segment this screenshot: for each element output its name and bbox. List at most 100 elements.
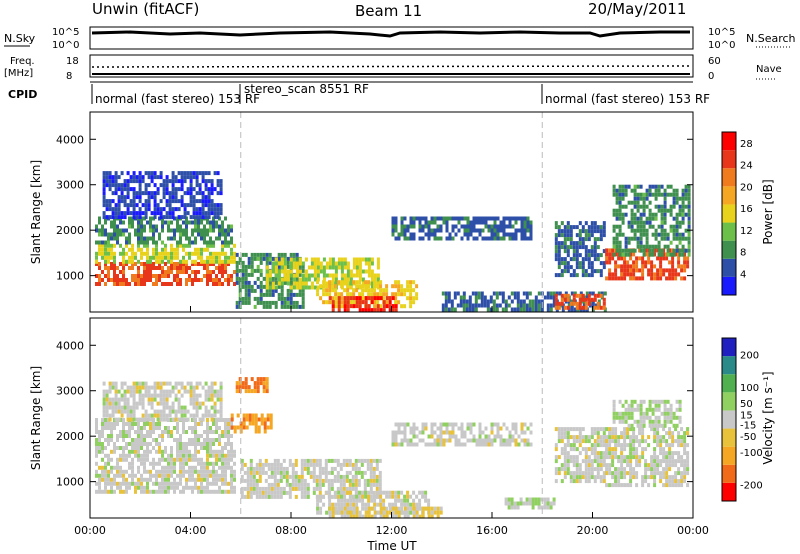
power-cell (206, 255, 209, 260)
velocity-cell (528, 497, 532, 502)
velocity-cell (98, 465, 101, 470)
power-cell (256, 256, 260, 261)
velocity-cell (206, 430, 209, 434)
power-cell (298, 304, 302, 309)
power-cell (253, 304, 257, 309)
power-cell (651, 192, 655, 197)
velocity-cell (143, 438, 146, 442)
power-cell (666, 232, 670, 237)
power-cell (644, 264, 648, 269)
power-cell (614, 268, 618, 273)
power-cell (557, 233, 561, 238)
power-cell (292, 265, 296, 270)
velocity-cell (499, 426, 503, 431)
velocity-cell (125, 430, 128, 434)
power-cell (510, 291, 514, 296)
velocity-cell (531, 501, 535, 506)
power-cell (672, 216, 676, 221)
power-cell (364, 300, 368, 305)
power-cell (295, 269, 299, 274)
velocity-cell (581, 475, 585, 480)
power-cell (152, 228, 155, 233)
velocity-cell (215, 453, 218, 458)
power-cell (376, 308, 380, 313)
velocity-cell (519, 501, 523, 506)
velocity-cell (614, 447, 618, 452)
power-cell (472, 228, 476, 233)
velocity-cell (593, 439, 597, 444)
power-cell (633, 220, 637, 225)
power-cell (116, 232, 119, 237)
velocity-cell (134, 485, 137, 490)
power-cell (578, 233, 582, 238)
velocity-cell (656, 471, 660, 476)
velocity-cell (177, 405, 181, 410)
velocity-cell (683, 459, 687, 464)
power-cell (310, 261, 314, 266)
power-cell (277, 281, 281, 286)
power-ytick-label: 4000 (56, 133, 84, 146)
velocity-cell (659, 435, 663, 440)
power-cell (343, 280, 347, 285)
velocity-cell (412, 506, 416, 511)
velocity-cell (105, 405, 109, 410)
velocity-cell (348, 458, 352, 463)
power-cell (227, 232, 230, 237)
velocity-cell (129, 417, 133, 422)
velocity-cell (394, 430, 398, 435)
velocity-cell (201, 413, 205, 418)
power-cell (481, 228, 485, 233)
power-cell (657, 240, 661, 245)
velocity-cell (343, 506, 347, 511)
power-cell (138, 179, 142, 184)
velocity-cell (137, 430, 140, 434)
power-cell (256, 276, 260, 281)
velocity-cell (584, 479, 588, 484)
velocity-cell (114, 381, 118, 386)
velocity-cell (108, 417, 112, 422)
power-cell (98, 216, 101, 221)
velocity-cell (165, 401, 169, 406)
velocity-cell (650, 471, 654, 476)
power-cell (204, 199, 208, 204)
velocity-cell (632, 471, 636, 476)
velocity-cell (132, 389, 136, 394)
velocity-cell (263, 417, 267, 422)
power-cell (147, 175, 151, 180)
power-cell (301, 304, 305, 309)
velocity-cell (647, 467, 651, 472)
power-cell (194, 278, 197, 282)
power-cell (349, 304, 353, 309)
velocity-cell (249, 494, 253, 499)
velocity-cell (264, 490, 268, 495)
power-cell (235, 252, 239, 257)
velocity-cell (584, 451, 588, 456)
velocity-cell (110, 489, 113, 494)
power-cell (554, 273, 558, 278)
power-cell (140, 247, 143, 252)
velocity-cell (107, 426, 110, 430)
power-cell (457, 228, 461, 233)
velocity-cell (224, 430, 227, 434)
power-cell (274, 269, 278, 274)
power-cell (95, 240, 98, 245)
velocity-cell (161, 430, 164, 434)
power-cell (564, 291, 568, 296)
velocity-cell (361, 506, 365, 511)
power-cell (201, 199, 205, 204)
power-cell (484, 236, 488, 241)
power-cell (280, 252, 284, 257)
power-cell (173, 236, 176, 241)
velocity-cell (285, 478, 289, 483)
velocity-cell (430, 510, 434, 515)
power-cell (194, 270, 197, 274)
velocity-cell (632, 443, 636, 448)
power-cell (352, 288, 356, 293)
velocity-cell (490, 438, 494, 443)
velocity-cell (391, 430, 395, 435)
velocity-cell (355, 506, 359, 511)
velocity-cell (153, 385, 157, 390)
power-cell (466, 220, 470, 225)
velocity-cell (243, 486, 247, 491)
